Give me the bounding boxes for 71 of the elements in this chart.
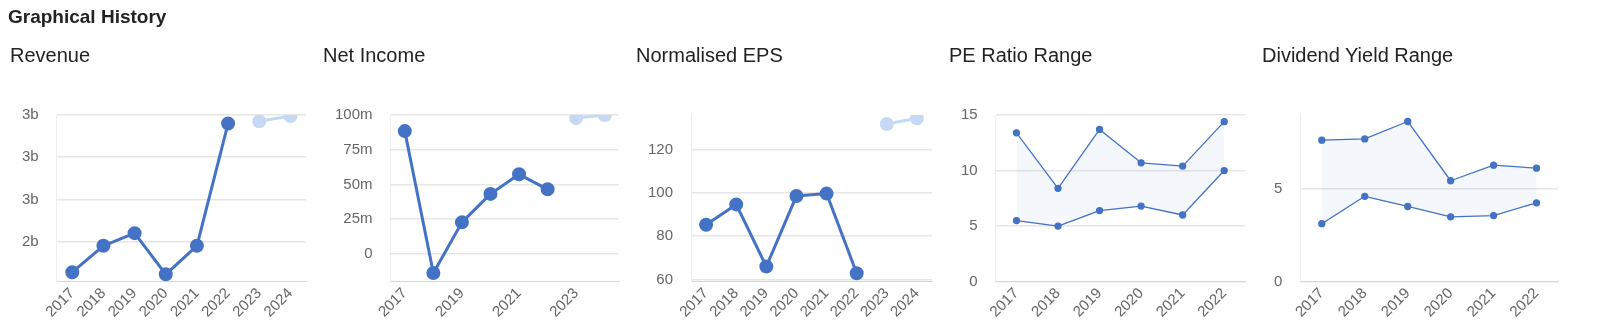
point <box>65 265 80 280</box>
y-tick-label: 100 <box>648 183 674 201</box>
point <box>569 115 584 126</box>
point <box>1054 222 1062 230</box>
point <box>1220 118 1228 126</box>
point <box>699 217 714 232</box>
point <box>512 167 527 182</box>
point <box>849 266 864 281</box>
point <box>454 215 469 230</box>
point <box>1404 202 1412 211</box>
point <box>1318 220 1326 228</box>
point <box>96 238 111 253</box>
point <box>1054 184 1062 192</box>
y-tick-label: 80 <box>656 226 674 244</box>
y-tick-label: 25m <box>343 209 373 227</box>
y-tick-label: 75m <box>343 139 373 157</box>
point <box>729 197 744 212</box>
point <box>158 267 173 282</box>
y-tick-label: 50m <box>343 174 373 192</box>
y-tick-label: 60 <box>656 269 674 287</box>
text: Graphical History <box>8 6 167 28</box>
chart-title: Dividend Yield Range <box>1262 44 1454 67</box>
point <box>1489 161 1498 169</box>
y-tick-label: 120 <box>648 139 674 157</box>
point <box>1404 117 1412 126</box>
y-tick-label: 2b <box>22 231 39 249</box>
point <box>426 266 441 281</box>
point <box>1532 164 1541 172</box>
point <box>189 238 204 253</box>
point <box>1012 216 1021 225</box>
point <box>540 182 555 197</box>
point <box>1137 202 1145 210</box>
y-tick-label: 3b <box>22 147 39 165</box>
y-tick-label: 100m <box>334 105 373 123</box>
point <box>1012 129 1021 137</box>
point <box>397 124 412 139</box>
chart-title: Normalised EPS <box>636 44 783 67</box>
point <box>909 115 924 126</box>
chart-title: PE Ratio Range <box>949 44 1093 67</box>
point <box>1220 166 1228 175</box>
y-tick-label: 0 <box>364 244 373 262</box>
y-tick-label: 0 <box>1274 271 1283 289</box>
point <box>1446 213 1455 221</box>
point <box>1095 125 1104 134</box>
point <box>221 116 236 131</box>
point <box>1137 159 1145 167</box>
chart-title: Net Income <box>323 44 426 67</box>
point <box>819 186 834 201</box>
y-tick-label: 15 <box>961 105 978 123</box>
point <box>1361 192 1369 200</box>
y-tick-label: 10 <box>961 160 978 178</box>
y-tick-label: 5 <box>1274 179 1283 197</box>
point <box>1446 177 1455 185</box>
y-tick-label: 0 <box>969 271 978 289</box>
point <box>1361 135 1369 143</box>
point <box>1318 136 1326 144</box>
point <box>1095 206 1104 215</box>
chart-title: Revenue <box>10 44 91 67</box>
y-tick-label: 3b <box>22 105 39 123</box>
point <box>879 117 894 132</box>
point <box>127 226 142 241</box>
y-tick-label: 5 <box>969 216 978 234</box>
point <box>1489 211 1498 220</box>
point <box>1179 211 1187 219</box>
point <box>483 186 498 201</box>
y-tick-label: 3b <box>22 189 39 207</box>
point <box>1179 162 1187 170</box>
point <box>789 188 804 203</box>
point <box>252 115 267 129</box>
point <box>1532 199 1541 207</box>
point <box>759 259 774 274</box>
